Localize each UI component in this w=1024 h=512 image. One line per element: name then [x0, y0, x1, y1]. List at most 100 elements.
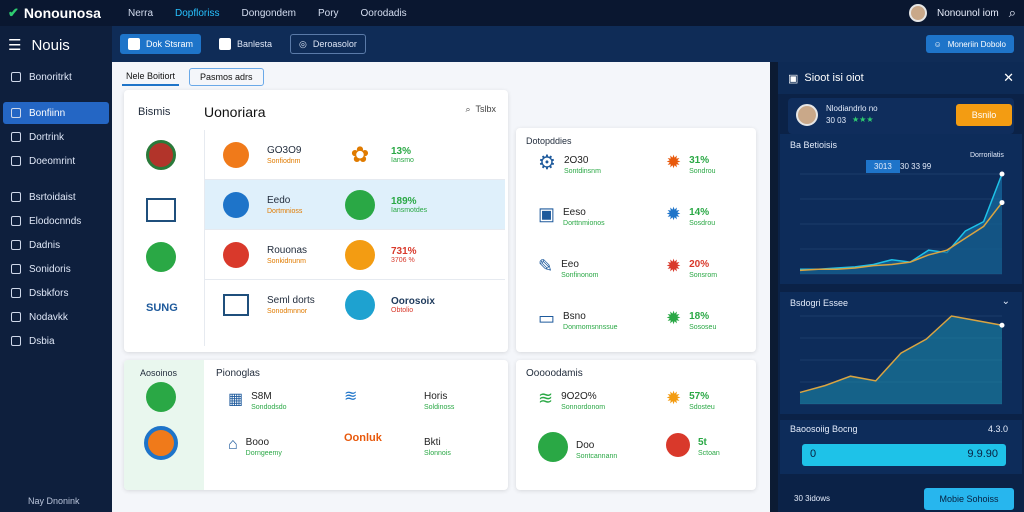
top-bar: ✔ Nonounosa Nerra Dopfloriss Dongondem Po…: [0, 0, 1024, 26]
row-name: Eedo: [267, 194, 291, 206]
list-item[interactable]: ≋: [344, 386, 357, 406]
list-item[interactable]: Bkti Slonnois: [424, 432, 451, 457]
sidebar-footer[interactable]: Nay Dnonink: [28, 496, 80, 506]
sun-icon: ✹: [666, 388, 682, 408]
sidebar-item-7[interactable]: Sonidoris: [3, 258, 109, 280]
sidebar-item-9[interactable]: Nodavkk: [3, 306, 109, 328]
sidebar-item-label: Dsbkfors: [29, 287, 69, 299]
item-name: Bsno: [563, 311, 586, 322]
series-line: [799, 202, 1003, 272]
sidebar-item-6[interactable]: Dadnis: [3, 234, 109, 256]
item-pct: 31%: [689, 155, 710, 166]
header-button[interactable]: ☺ Moneriin Dobolo: [925, 35, 1014, 53]
sidebar-item-1[interactable]: Bonfiinn: [3, 102, 109, 124]
action-button[interactable]: Bsnilo: [956, 104, 1012, 126]
list-item[interactable]: ✹ 18% Sososeu: [666, 306, 716, 331]
list-item[interactable]: ▭ Bsno Donmomsnnssue: [538, 306, 617, 331]
sidebar-item-0[interactable]: Bonoritrkt: [3, 66, 109, 88]
ship-icon: ≋: [344, 388, 358, 405]
globe-icon: [538, 432, 568, 462]
table-row[interactable]: Rouonas Sonkidnunm 731% 3706 %: [205, 230, 505, 280]
sidebar-item-5[interactable]: Elodocnnds: [3, 210, 109, 232]
user-name[interactable]: Nonounol iom: [937, 7, 999, 19]
globe-icon: [345, 189, 375, 220]
close-icon[interactable]: ✕: [1003, 70, 1014, 85]
top-nav-item[interactable]: Nerra: [128, 7, 154, 19]
row-sub: Sonfiodnm: [267, 157, 301, 165]
chart-2: Bsdogri Essee ⌄: [780, 292, 1022, 414]
tab-primary[interactable]: Dok Stsram: [120, 34, 202, 54]
sidebar-item-8[interactable]: Dsbkfors: [3, 282, 109, 304]
panel-bottom-right: Ooooodamis ≋ 9O2O% Sonnordonom ✹ 57% Sdosteu…: [516, 360, 756, 490]
list-item[interactable]: Horis Soldinoss: [424, 386, 454, 411]
chart-1: Ba Betioisis 3013 30 33 99 Dorrorilatis: [780, 134, 1022, 284]
top-nav-item-active[interactable]: Dopfloriss: [175, 7, 220, 19]
chevron-down-icon[interactable]: ⌄: [1001, 296, 1010, 307]
sidebar-item-label: Dadnis: [29, 239, 61, 251]
list-item[interactable]: ✹ 20% Sonsrom: [666, 254, 717, 279]
database-icon: [11, 288, 21, 298]
list-item[interactable]: ≋ 9O2O% Sonnordonom: [538, 386, 605, 411]
row-pct-sub: 3706 %: [391, 256, 415, 264]
sidebar-item-2[interactable]: Dortrink: [3, 126, 109, 148]
item-name: 9O2O%: [561, 391, 597, 402]
user-icon: [11, 336, 21, 346]
chart-sub: 30 33 99: [900, 162, 932, 171]
subtab-second[interactable]: Pasmos adrs: [189, 68, 264, 86]
user-avatar[interactable]: [796, 104, 818, 126]
main-header: Dok Stsram Banlesta ◎ Deroasolor: [112, 26, 778, 62]
sidebar-item-3[interactable]: Doeomrint: [3, 150, 109, 172]
list-item[interactable]: ▦ S8M Sondodsdo: [228, 386, 287, 412]
footer-button[interactable]: Mobie Sohoiss: [924, 488, 1014, 510]
settings-icon: [11, 132, 21, 142]
tab-outline[interactable]: ◎ Deroasolor: [290, 34, 366, 54]
row-name: Seml dorts: [267, 295, 315, 306]
tab-secondary[interactable]: Banlesta: [211, 34, 280, 54]
brand[interactable]: ✔ Nonounosa: [8, 5, 124, 21]
list-item[interactable]: ✎ Eeo Sonfinonom: [538, 254, 598, 279]
top-nav-item[interactable]: Oorodadis: [360, 7, 407, 19]
list-item[interactable]: 5t Sctoan: [666, 432, 720, 457]
refresh-icon: [146, 242, 176, 272]
table-row[interactable]: Seml dorts Sonodmnnor Oorosoix Obtolio: [205, 280, 505, 330]
search-icon[interactable]: ⌕: [1008, 5, 1016, 20]
item-sub: Donmomsnnssue: [563, 324, 618, 331]
sidebar-item-10[interactable]: Dsbia: [3, 330, 109, 352]
list-item[interactable]: ⌂ Booo Dorngeemy: [228, 432, 282, 458]
list-item[interactable]: ✹ 14% Sosdrou: [666, 202, 715, 227]
brand-text: Oonluk: [344, 432, 382, 444]
row-sub: Sonkidnunm: [267, 257, 306, 265]
list-item[interactable]: ⚙ 2O30 Sontdinsnm: [538, 150, 601, 175]
menu-icon[interactable]: ☰: [8, 37, 22, 54]
list-item[interactable]: ✹ 31% Sondrou: [666, 150, 716, 175]
item-pct: 18%: [689, 311, 710, 322]
panel-title: Uonoriara: [204, 104, 266, 120]
item-name: Booo: [245, 437, 270, 448]
table-row-selected[interactable]: Eedo Dortmnioss 189% Iansmotdes: [205, 180, 505, 230]
item-pct-sub: Sosdrou: [689, 220, 716, 227]
globe-icon: [146, 382, 176, 412]
footer-left: 30 3idows: [794, 494, 831, 503]
gear-icon: ✹: [666, 152, 682, 172]
list-item[interactable]: ▣ Eeso Dorttnmionos: [538, 202, 605, 227]
list-item[interactable]: ✹ 57% Sdosteu: [666, 386, 715, 411]
series-area: [800, 202, 1002, 274]
top-nav-item[interactable]: Pory: [317, 7, 339, 19]
list-item[interactable]: Oonluk: [344, 432, 382, 444]
brand-mark: SUNG: [146, 302, 178, 314]
panel-search[interactable]: ⌕ Tslbx: [465, 104, 496, 115]
subtab-first[interactable]: Nele Boitiort: [122, 68, 180, 86]
user-avatar[interactable]: [909, 4, 927, 22]
right-panel-title: Sioot isi oiot: [804, 72, 864, 84]
item-name: 2O30: [563, 155, 589, 166]
list-item[interactable]: Doo Sontcannann: [538, 432, 617, 462]
item-name: Horis: [424, 391, 448, 402]
sidebar-item-4[interactable]: Bsrtoidaist: [3, 186, 109, 208]
user-name: Nlodiandrlo no: [826, 104, 878, 113]
table-row[interactable]: GO3O9 Sonfiodnm ✿ 13% Iansmo: [205, 130, 505, 180]
series-line: [799, 315, 1003, 394]
cloud-icon: [11, 312, 21, 322]
tab-secondary-label: Banlesta: [237, 39, 273, 49]
top-nav-item[interactable]: Dongondem: [241, 7, 296, 19]
list-icon: [11, 216, 21, 226]
